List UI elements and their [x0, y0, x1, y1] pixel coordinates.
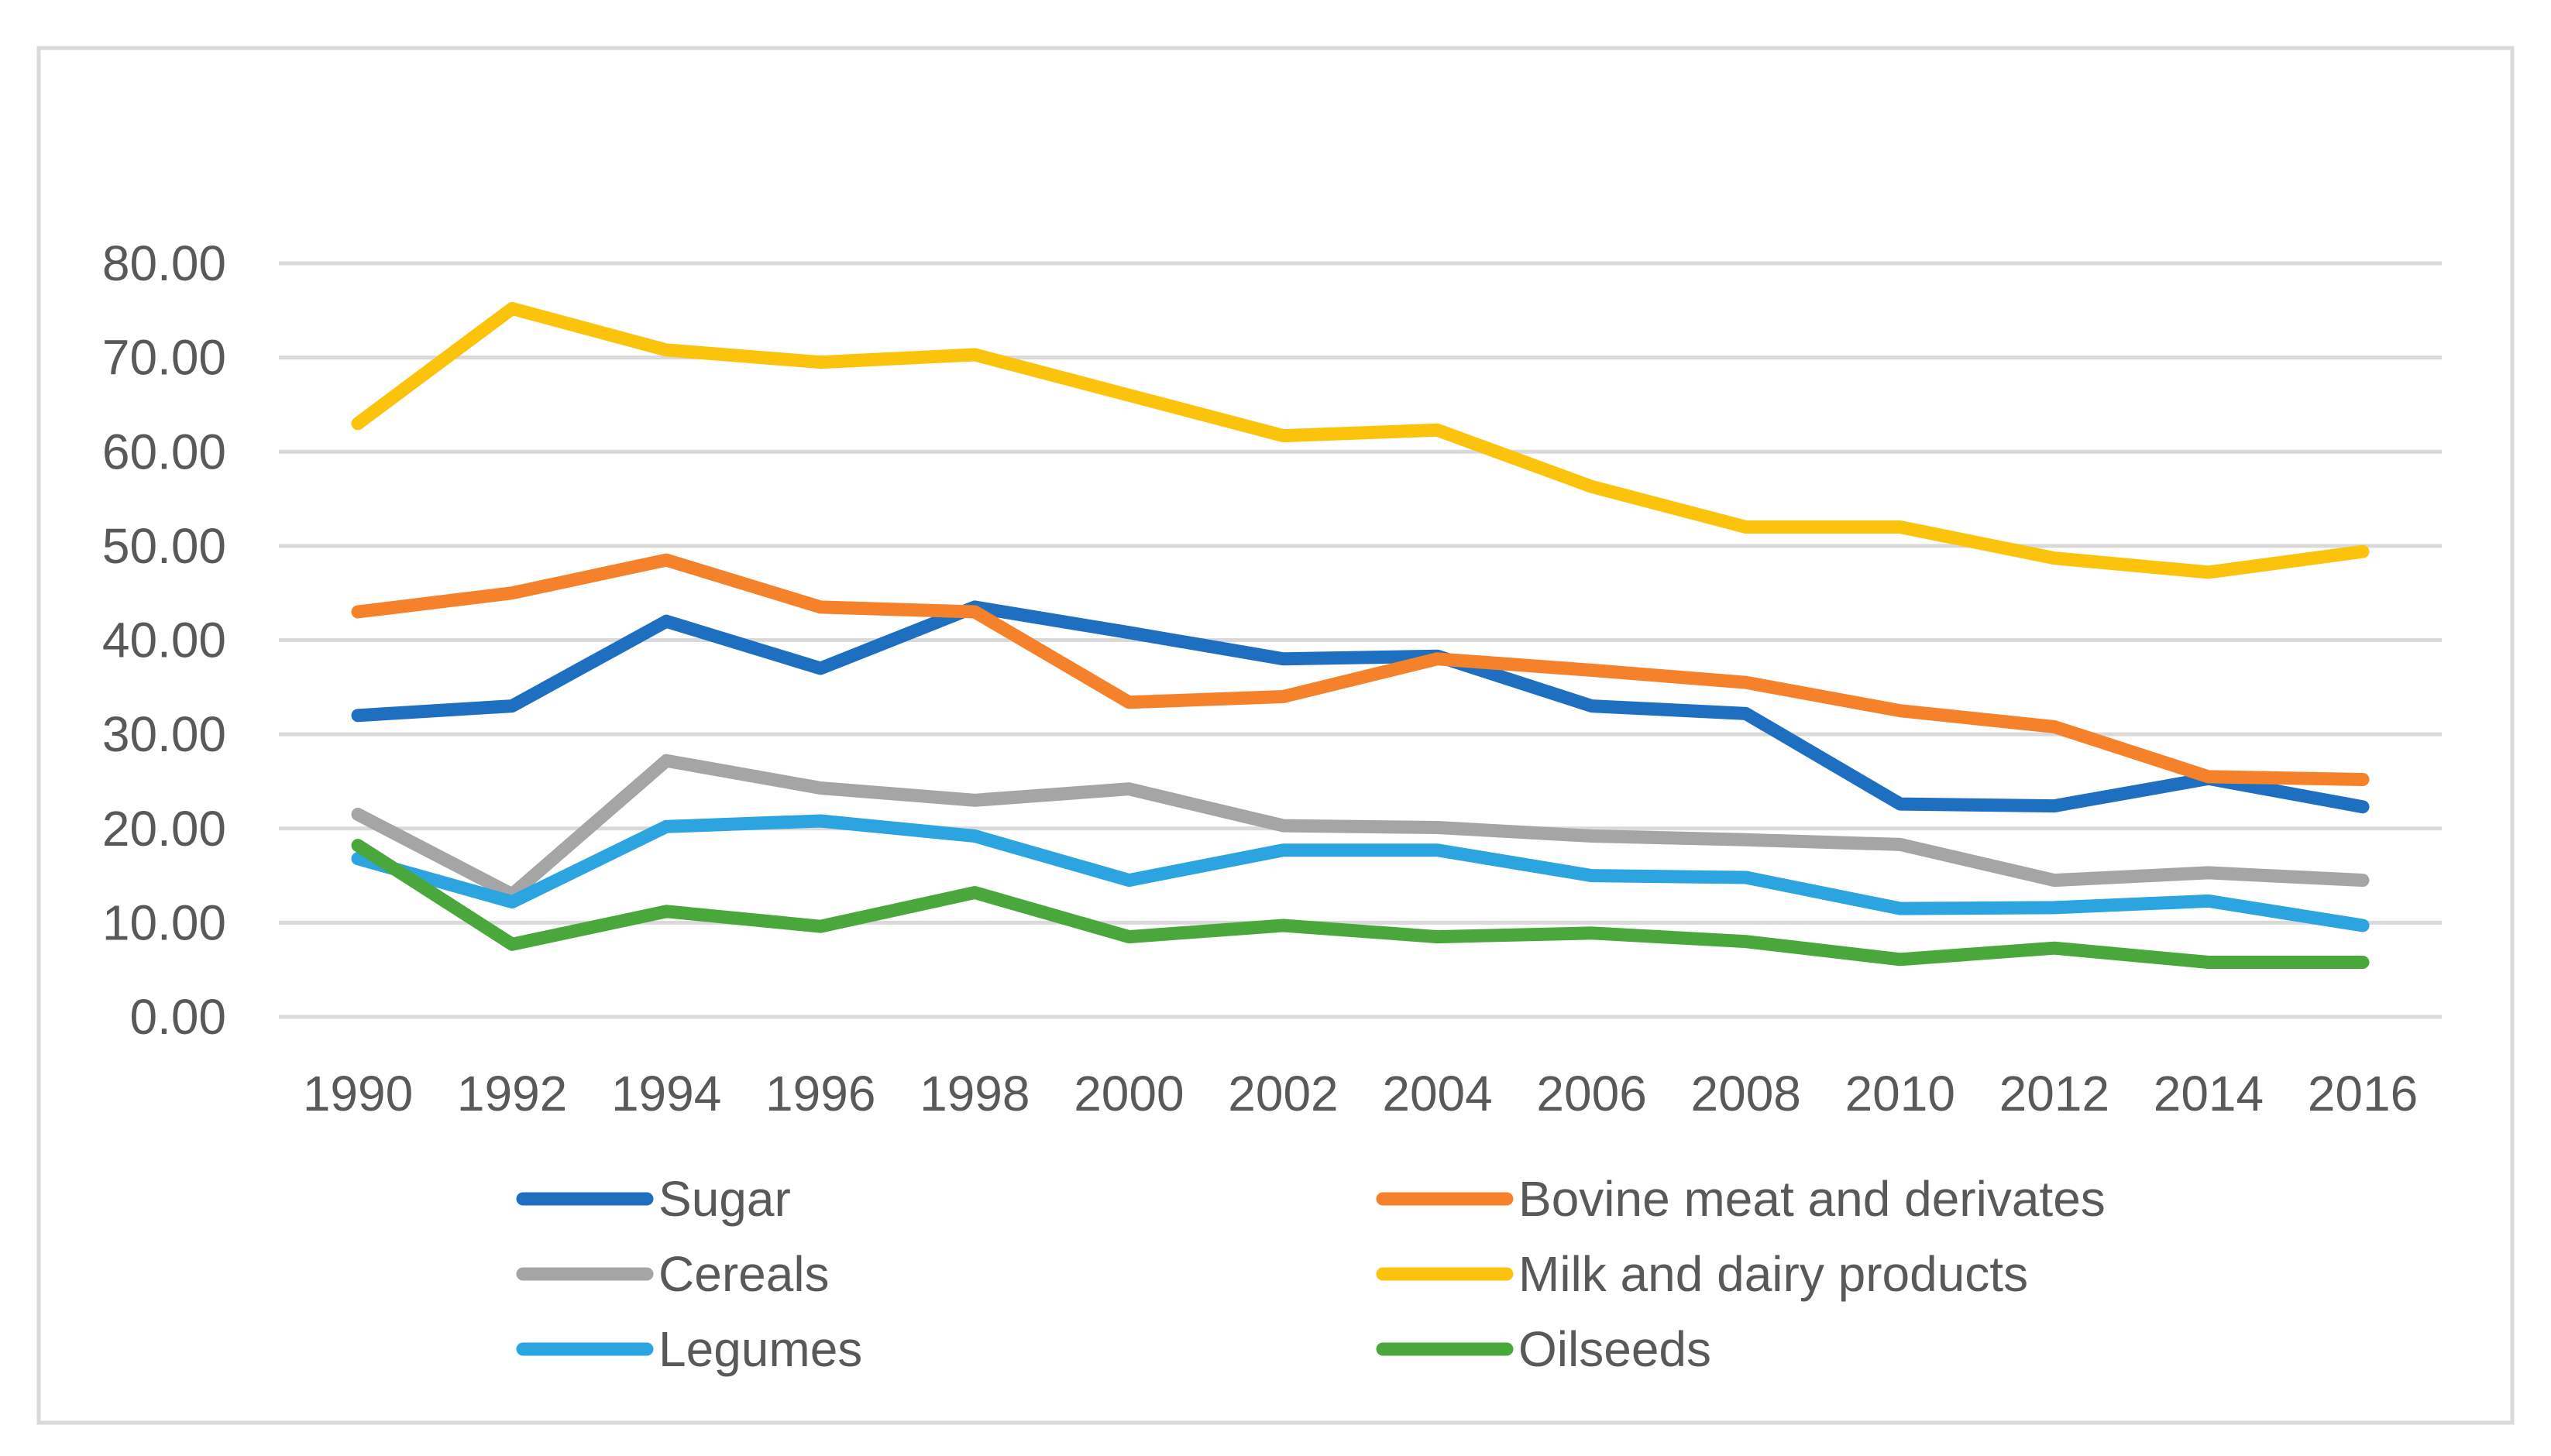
legend-label-cereals: Cereals	[658, 1246, 830, 1302]
x-tick-label: 2000	[1074, 1066, 1184, 1121]
legend-label-sugar: Sugar	[658, 1171, 791, 1227]
series-line-oilseeds	[351, 839, 2370, 969]
x-tick-label: 1990	[303, 1066, 413, 1121]
x-tick-label: 1998	[920, 1066, 1030, 1121]
y-tick-label: 80.00	[102, 235, 226, 291]
x-tick-label: 2008	[1691, 1066, 1801, 1121]
y-tick-label: 30.00	[102, 706, 226, 762]
series-line-legumes	[351, 814, 2370, 932]
series-lines	[351, 301, 2370, 969]
y-tick-label: 70.00	[102, 330, 226, 386]
series-line-cereals	[351, 754, 2370, 901]
legend-label-bovine-meat-and-derivates: Bovine meat and derivates	[1518, 1171, 2106, 1227]
y-tick-label: 40.00	[102, 613, 226, 668]
y-axis-tick-labels: 0.00 10.00 20.00 30.00 40.00 50.00 60.00 70.00 8…	[102, 235, 226, 1045]
x-tick-label: 2010	[1845, 1066, 1955, 1121]
y-tick-label: 10.00	[102, 895, 226, 950]
x-tick-label: 2014	[2154, 1066, 2264, 1121]
x-tick-label: 1996	[765, 1066, 875, 1121]
x-tick-label: 2016	[2308, 1066, 2418, 1121]
series-line-bovine-meat-and-derivates	[351, 553, 2370, 786]
x-tick-label: 2004	[1382, 1066, 1492, 1121]
x-tick-label: 2006	[1536, 1066, 1646, 1121]
x-tick-label: 2012	[1999, 1066, 2109, 1121]
y-tick-label: 20.00	[102, 801, 226, 857]
x-axis-tick-labels: 1990 1992 1994 1996 1998 2000 2002 2004 2006 2008…	[303, 1066, 2418, 1121]
y-tick-label: 60.00	[102, 424, 226, 479]
legend-label-milk-and-dairy-products: Milk and dairy products	[1518, 1246, 2028, 1302]
series-line-milk-and-dairy-products	[351, 301, 2370, 579]
legend: Sugar Bovine meat and derivates Cereals Mil…	[516, 1171, 2106, 1377]
chart-frame	[36, 46, 2515, 1425]
x-tick-label: 1992	[457, 1066, 567, 1121]
series-line-sugar	[351, 600, 2370, 814]
y-tick-label: 0.00	[129, 989, 226, 1045]
x-tick-label: 2002	[1228, 1066, 1338, 1121]
x-tick-label: 1994	[611, 1066, 721, 1121]
legend-label-legumes: Legumes	[658, 1321, 862, 1377]
y-tick-label: 50.00	[102, 518, 226, 574]
legend-label-oilseeds: Oilseeds	[1518, 1321, 1711, 1377]
